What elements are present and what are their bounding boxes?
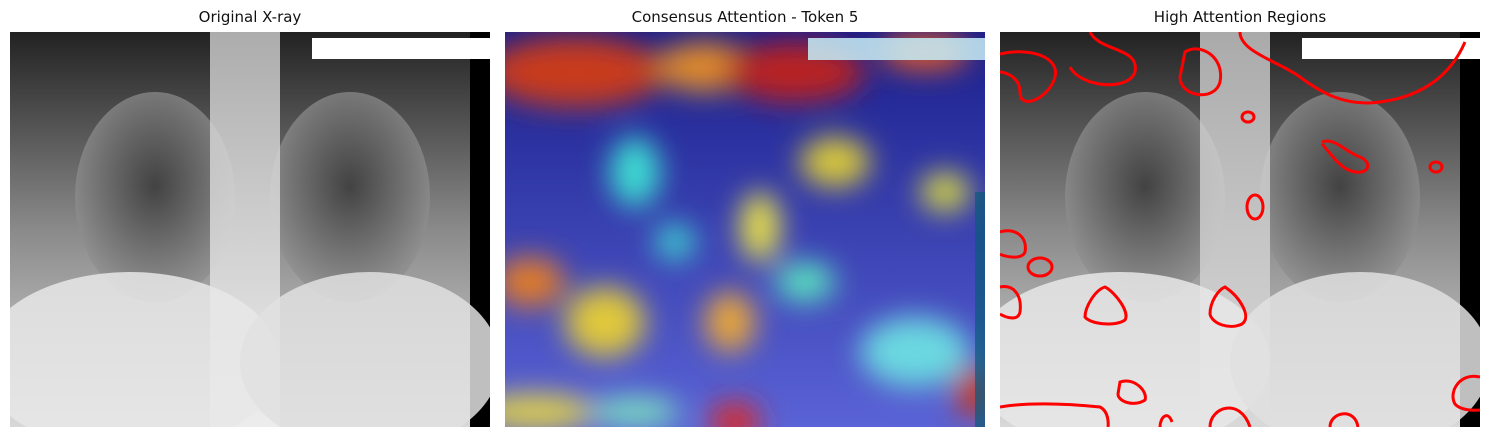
contour bbox=[1428, 160, 1444, 174]
xray-image bbox=[10, 32, 490, 427]
high-attention-regions-panel bbox=[1000, 32, 1480, 427]
contour bbox=[1245, 193, 1265, 221]
attention-heatmap-panel bbox=[505, 32, 985, 427]
contour bbox=[1083, 285, 1128, 326]
contour bbox=[1068, 32, 1137, 87]
contour bbox=[1320, 139, 1370, 174]
contour bbox=[1000, 50, 1057, 103]
contour bbox=[1116, 379, 1147, 405]
panel-1-title: Original X-ray bbox=[198, 8, 302, 26]
attention-heatmap bbox=[505, 32, 985, 427]
xray-image-panel bbox=[10, 32, 490, 427]
panel-3-title: High Attention Regions bbox=[1153, 8, 1327, 26]
contour bbox=[1208, 285, 1248, 328]
contour bbox=[1000, 402, 1110, 427]
high-attention-regions bbox=[1000, 32, 1480, 427]
contour bbox=[1208, 406, 1252, 427]
contour bbox=[1026, 256, 1054, 278]
contour bbox=[1000, 285, 1022, 320]
contour bbox=[1238, 32, 1467, 105]
contour bbox=[1328, 412, 1360, 427]
contour bbox=[1158, 414, 1174, 427]
contour bbox=[1451, 374, 1480, 412]
contour bbox=[1178, 47, 1223, 97]
contour bbox=[1000, 229, 1027, 259]
panel-2-title: Consensus Attention - Token 5 bbox=[631, 8, 859, 26]
contour bbox=[1240, 110, 1256, 124]
